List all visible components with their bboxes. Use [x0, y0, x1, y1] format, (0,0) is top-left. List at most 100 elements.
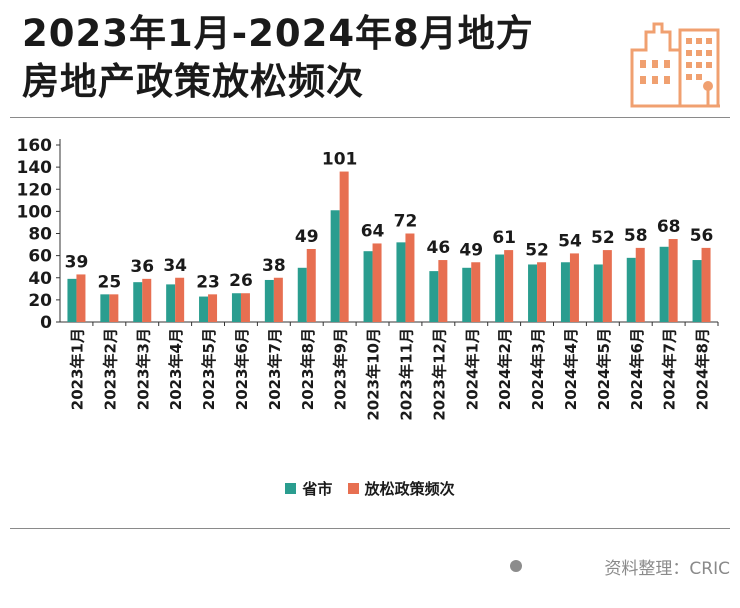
legend-label-series2: 放松政策频次 [364, 480, 455, 498]
bar-series1 [297, 267, 307, 322]
bar-series1 [593, 264, 603, 322]
data-label: 36 [130, 257, 154, 277]
data-label: 54 [558, 231, 582, 251]
x-tick-label: 2023年6月 [233, 328, 251, 410]
data-label: 52 [591, 228, 615, 248]
bar-series2 [273, 277, 283, 322]
data-label: 46 [427, 238, 451, 258]
bar-series2 [405, 233, 415, 322]
x-tick-label: 2023年3月 [134, 328, 152, 410]
bar-series1 [692, 260, 702, 322]
bar-series2 [109, 294, 119, 322]
y-tick-label: 140 [17, 158, 53, 178]
bar-series1 [133, 282, 143, 322]
y-tick-label: 100 [17, 202, 53, 222]
bar-series1 [528, 264, 538, 322]
y-tick-label: 0 [40, 313, 52, 333]
header-divider [10, 117, 730, 118]
bar-series1 [462, 267, 472, 322]
title-line-1: 2023年1月-2024年8月地方 [22, 12, 534, 55]
y-tick-label: 40 [28, 269, 52, 289]
x-tick-label: 2023年1月 [68, 328, 86, 410]
x-tick-label: 2023年7月 [266, 328, 284, 410]
data-label: 26 [229, 271, 253, 291]
legend-label-series1: 省市 [302, 480, 333, 498]
bar-series1 [560, 262, 570, 322]
x-tick-label: 2024年5月 [595, 328, 613, 410]
bar-series2 [208, 294, 218, 322]
y-tick-label: 160 [17, 136, 53, 156]
x-tick-label: 2023年2月 [101, 328, 119, 410]
bar-series1 [67, 278, 77, 322]
bar-series2 [339, 171, 349, 322]
bar-series1 [429, 271, 439, 322]
x-tick-label: 2024年2月 [496, 328, 514, 410]
x-tick-label: 2023年8月 [299, 328, 317, 410]
bar-series1 [199, 296, 209, 322]
footer-divider [10, 528, 730, 529]
x-tick-label: 2023年12月 [430, 328, 448, 421]
bar-series1 [166, 284, 176, 322]
bar-series1 [626, 257, 636, 322]
legend-item-series1: 省市 [285, 478, 332, 499]
title-line-2: 房地产政策放松频次 [22, 60, 364, 103]
legend-swatch-series1 [285, 483, 297, 494]
data-label: 68 [657, 217, 681, 237]
data-label: 39 [65, 252, 89, 272]
y-tick-label: 120 [17, 180, 53, 200]
data-label: 23 [196, 272, 220, 292]
data-label: 49 [295, 227, 319, 247]
x-tick-label: 2024年3月 [529, 328, 547, 410]
data-label: 52 [525, 240, 549, 260]
data-label: 34 [163, 256, 187, 276]
bar-series1 [330, 210, 340, 322]
y-tick-label: 80 [28, 225, 52, 245]
bar-series1 [659, 246, 669, 322]
x-tick-label: 2024年7月 [661, 328, 679, 410]
data-label: 72 [394, 212, 418, 232]
bar-series2 [569, 253, 579, 322]
x-tick-label: 2023年11月 [397, 328, 415, 421]
bar-series2 [372, 243, 382, 322]
bar-series2 [471, 262, 481, 322]
bar-series2 [438, 260, 448, 322]
bar-series2 [142, 278, 152, 322]
bullet-dot [510, 560, 522, 572]
bar-series1 [100, 294, 110, 322]
bar-series1 [363, 251, 373, 322]
data-label: 38 [262, 256, 286, 276]
data-label: 56 [690, 226, 714, 246]
data-label: 58 [624, 226, 648, 246]
bar-series2 [635, 247, 645, 322]
bar-series2 [240, 293, 250, 322]
x-tick-label: 2024年6月 [628, 328, 646, 410]
legend-swatch-series2 [347, 483, 359, 494]
y-tick-label: 20 [28, 291, 52, 311]
building-icon [630, 22, 720, 108]
bar-series2 [537, 262, 547, 322]
bar-series2 [602, 250, 612, 322]
bar-series2 [306, 248, 316, 322]
x-tick-label: 2024年1月 [463, 328, 481, 410]
bar-series2 [701, 247, 711, 322]
x-tick-label: 2023年10月 [365, 328, 383, 421]
bar-series1 [264, 279, 274, 322]
bar-series1 [396, 242, 406, 322]
data-label: 101 [322, 150, 358, 170]
legend-item-series2: 放松政策频次 [347, 478, 455, 499]
bar-series1 [231, 293, 241, 322]
x-tick-label: 2024年8月 [694, 328, 712, 410]
x-tick-label: 2024年4月 [562, 328, 580, 410]
data-label: 61 [492, 228, 516, 248]
x-tick-label: 2023年9月 [332, 328, 350, 410]
bar-series1 [495, 254, 505, 322]
chart-title: 2023年1月-2024年8月地方 房地产政策放松频次 [22, 10, 602, 106]
bar-series2 [504, 250, 514, 322]
source-note: 资料整理：CRIC [604, 559, 730, 579]
x-tick-label: 2023年4月 [167, 328, 185, 410]
bar-series2 [668, 239, 678, 322]
legend: 省市 放松政策频次 [0, 478, 740, 499]
x-tick-label: 2023年5月 [200, 328, 218, 410]
data-label: 49 [459, 240, 483, 260]
